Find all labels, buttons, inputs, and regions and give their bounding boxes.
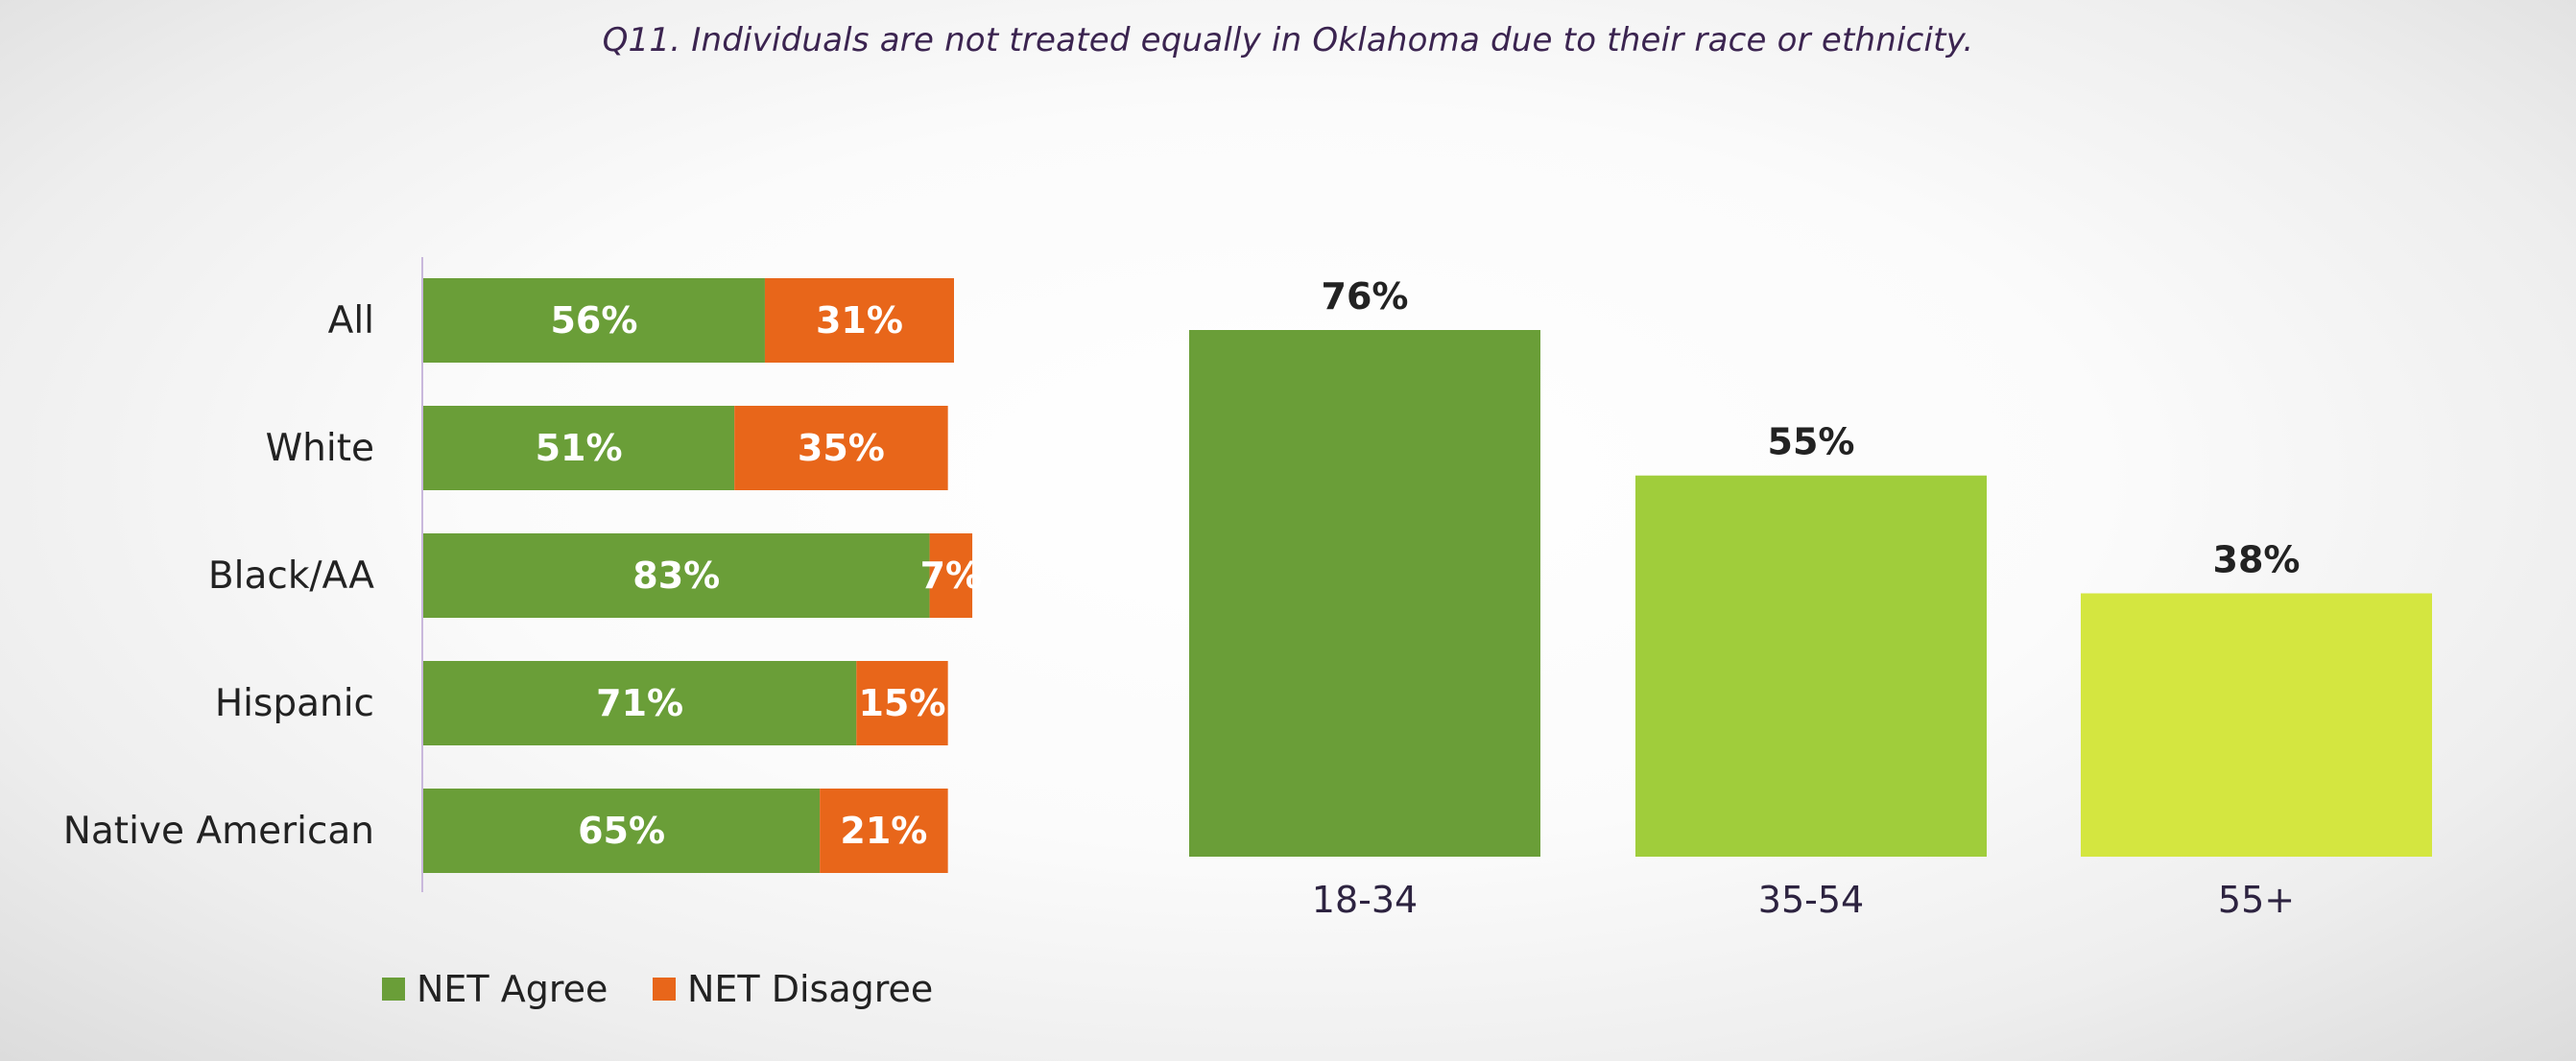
legend-label-net-agree: NET Agree — [417, 968, 608, 1010]
column-bar-18-34 — [1189, 330, 1540, 857]
column-bar-35-54 — [1635, 475, 1987, 857]
data-label-net-disagree-all: 31% — [816, 299, 903, 342]
category-label-hispanic: Hispanic — [215, 682, 374, 725]
chart-legend: NET Agree NET Disagree — [382, 968, 933, 1010]
legend-label-net-disagree: NET Disagree — [687, 968, 933, 1010]
x-tick-label-55: 55+ — [2218, 879, 2295, 921]
legend-swatch-net-disagree — [653, 978, 676, 1001]
category-label-native-american: Native American — [63, 810, 374, 853]
data-label-net-disagree-black-aa: 7% — [920, 554, 983, 597]
bar-net-agree-hispanic — [423, 661, 857, 745]
horizontal-bar-chart: All 56% 31% White 51% 35% Black/AA 83% 7% Hispani… — [63, 278, 982, 873]
vertical-bar-chart: 76% 18-34 55% 35-54 38% 55+ — [1189, 275, 2432, 921]
bar-net-agree-black-aa — [423, 533, 930, 618]
page-title: Q11. Individuals are not treated equally… — [602, 21, 1974, 59]
category-label-black-aa: Black/AA — [208, 554, 374, 598]
column-bar-55 — [2081, 593, 2432, 857]
column-value-label-55: 38% — [2213, 539, 2301, 581]
bar-net-disagree-white — [734, 406, 948, 490]
data-label-net-agree-black-aa: 83% — [632, 554, 720, 597]
category-label-white: White — [266, 427, 374, 470]
bar-net-disagree-native-american — [820, 789, 948, 873]
bar-net-agree-white — [423, 406, 735, 490]
data-label-net-agree-all: 56% — [550, 299, 637, 342]
legend-swatch-net-agree — [382, 978, 405, 1001]
column-value-label-18-34: 76% — [1322, 275, 1409, 318]
data-label-net-agree-hispanic: 71% — [596, 682, 683, 724]
x-tick-label-18-34: 18-34 — [1312, 879, 1418, 921]
data-label-net-disagree-white: 35% — [798, 427, 885, 469]
data-label-net-agree-native-american: 65% — [578, 810, 665, 852]
column-value-label-35-54: 55% — [1768, 421, 1855, 463]
bar-net-agree-all — [423, 278, 765, 363]
data-label-net-disagree-hispanic: 15% — [858, 682, 945, 724]
x-tick-label-35-54: 35-54 — [1758, 879, 1864, 921]
bar-net-agree-native-american — [423, 789, 821, 873]
category-label-all: All — [328, 299, 374, 342]
data-label-net-agree-white: 51% — [536, 427, 623, 469]
bar-net-disagree-hispanic — [856, 661, 948, 745]
data-label-net-disagree-native-american: 21% — [840, 810, 927, 852]
bar-net-disagree-all — [764, 278, 954, 363]
bar-net-disagree-black-aa — [929, 533, 973, 618]
